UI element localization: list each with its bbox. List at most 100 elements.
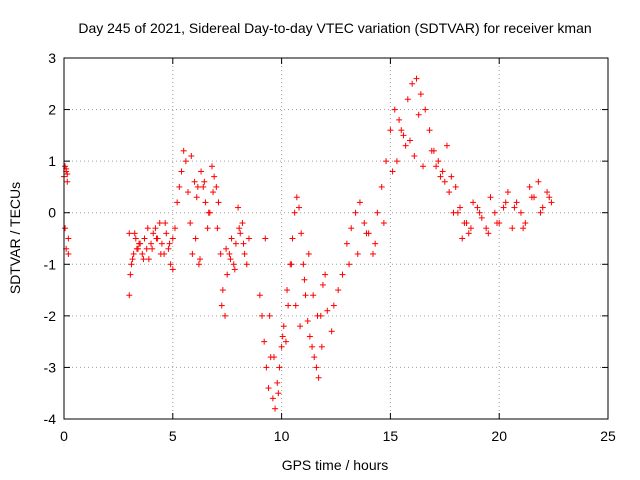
data-point <box>215 199 222 206</box>
data-point <box>231 266 238 273</box>
data-point <box>201 178 208 185</box>
data-point <box>230 261 237 268</box>
data-point <box>380 220 387 227</box>
data-point <box>176 183 183 190</box>
data-point <box>210 189 217 196</box>
data-point <box>428 147 435 154</box>
data-point <box>269 395 276 402</box>
data-point <box>319 281 326 288</box>
data-point <box>500 204 507 211</box>
data-point <box>305 250 312 257</box>
data-point <box>546 194 553 201</box>
data-point <box>140 256 147 263</box>
data-point <box>198 168 205 175</box>
data-point <box>126 292 133 299</box>
data-point <box>189 250 196 257</box>
data-point <box>132 235 139 242</box>
data-point <box>158 240 165 247</box>
data-point <box>400 132 407 139</box>
data-point <box>537 209 544 216</box>
data-point <box>178 168 185 175</box>
data-point <box>522 220 529 227</box>
data-point <box>539 204 546 211</box>
grid <box>64 58 608 419</box>
data-point <box>204 225 211 232</box>
data-point <box>65 235 72 242</box>
data-point <box>228 235 235 242</box>
data-point <box>409 80 416 87</box>
data-point <box>310 292 317 299</box>
data-point <box>513 199 520 206</box>
data-point <box>64 171 71 178</box>
data-point <box>62 163 69 170</box>
data-point <box>285 302 292 309</box>
data-point <box>232 240 239 247</box>
data-point <box>291 209 298 216</box>
data-point <box>324 307 331 314</box>
data-point <box>165 245 172 252</box>
x-tick-label: 20 <box>491 428 507 444</box>
data-point <box>187 220 194 227</box>
data-point <box>548 199 555 206</box>
data-point <box>208 163 215 170</box>
data-point <box>265 385 272 392</box>
data-point <box>415 111 422 118</box>
data-point <box>143 245 150 252</box>
data-point <box>463 220 470 227</box>
data-point <box>280 323 287 330</box>
data-point <box>296 204 303 211</box>
data-point <box>476 209 483 216</box>
data-point <box>535 178 542 185</box>
data-point <box>217 250 224 257</box>
data-point <box>200 183 207 190</box>
data-point <box>300 261 307 268</box>
data-point <box>474 204 481 211</box>
y-tick-label: 1 <box>48 153 56 169</box>
data-point <box>197 256 203 263</box>
data-point <box>153 235 160 242</box>
data-point <box>213 183 220 190</box>
data-point <box>224 271 231 278</box>
data-point <box>374 209 381 216</box>
data-point <box>352 209 359 216</box>
data-point <box>163 230 170 237</box>
data-point <box>180 147 187 154</box>
data-point <box>284 287 291 294</box>
data-point <box>314 312 321 319</box>
data-point <box>276 364 283 371</box>
data-point <box>131 230 138 237</box>
data-point <box>393 158 400 165</box>
data-point <box>274 379 281 386</box>
data-point <box>239 220 246 227</box>
data-point <box>391 106 398 113</box>
x-tick-label: 25 <box>600 428 616 444</box>
data-point <box>144 225 151 232</box>
data-point <box>261 338 268 345</box>
data-point <box>293 194 300 201</box>
data-point <box>478 214 485 221</box>
data-point <box>145 256 152 263</box>
data-point <box>467 225 474 232</box>
data-point <box>222 312 229 319</box>
data-point <box>62 225 69 232</box>
data-point <box>452 183 459 190</box>
data-point <box>446 189 453 196</box>
data-point <box>487 194 494 201</box>
data-point <box>128 261 135 268</box>
data-point <box>309 343 316 350</box>
data-point <box>182 158 189 165</box>
data-point <box>413 75 420 82</box>
data-point <box>243 261 250 268</box>
data-point <box>404 96 411 103</box>
data-point <box>406 137 413 144</box>
data-point <box>191 178 198 185</box>
data-point <box>306 333 313 340</box>
x-tick-label: 0 <box>60 428 68 444</box>
data-point <box>343 240 350 247</box>
y-axis-label: SDTVAR / TECUs <box>7 182 23 294</box>
data-point <box>241 250 248 257</box>
data-point <box>193 194 200 201</box>
data-point <box>133 245 140 252</box>
data-point <box>304 318 311 325</box>
ticks: 0 5 10 15 20 25 -4 -3 -2 -1 0 1 2 3 <box>44 50 616 444</box>
